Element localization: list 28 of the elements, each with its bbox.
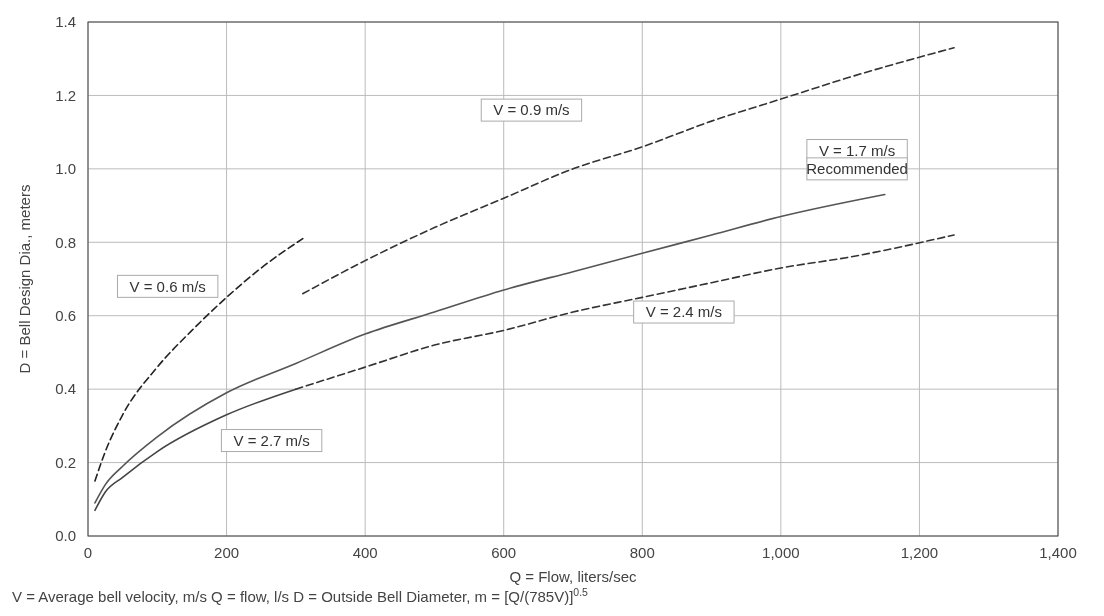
- x-tick-label: 1,200: [900, 544, 939, 561]
- y-tick-label: 1.4: [55, 13, 76, 31]
- line-series: [94, 193, 886, 504]
- y-tick-label: 1.0: [55, 160, 76, 178]
- y-tick-label: 0.0: [55, 527, 76, 545]
- text: V = Average bell velocity, m/s Q = flow, l/s D = Outside Bell Diameter, m = [Q/(785V)]$^{0.5}$: [12, 586, 589, 605]
- y-tick-label: 0.8: [55, 233, 76, 251]
- x-tick-label: 1,400: [1039, 544, 1077, 561]
- x-tick-label: 1,000: [762, 544, 800, 561]
- annotation: V = 0.6 m/s: [129, 277, 206, 295]
- x-tick-label: 800: [629, 544, 655, 561]
- x-tick-label: 600: [491, 544, 517, 561]
- y-tick-label: 0.6: [55, 306, 76, 324]
- annotation: V = 0.9 m/s: [493, 101, 570, 119]
- y-tick-label: 1.2: [55, 86, 76, 104]
- x-tick-label: 0: [83, 544, 93, 561]
- line-series: [301, 46, 955, 295]
- annotation: V = 1.7 m/s: [818, 141, 896, 159]
- x-tick-label: 200: [214, 544, 240, 561]
- y-axis-title: D = Bell Design Dia., meters: [16, 184, 33, 374]
- annotation: V = 2.4 m/s: [645, 303, 723, 321]
- annotation: V = 2.7 m/s: [233, 431, 310, 449]
- x-axis-title: Q = Flow, liters/sec: [509, 568, 638, 585]
- y-tick-label: 0.2: [55, 453, 76, 471]
- annotation: Recommended: [806, 160, 908, 178]
- y-tick-label: 0.4: [55, 380, 76, 398]
- x-tick-label: 400: [352, 544, 378, 561]
- line-series: [295, 234, 955, 390]
